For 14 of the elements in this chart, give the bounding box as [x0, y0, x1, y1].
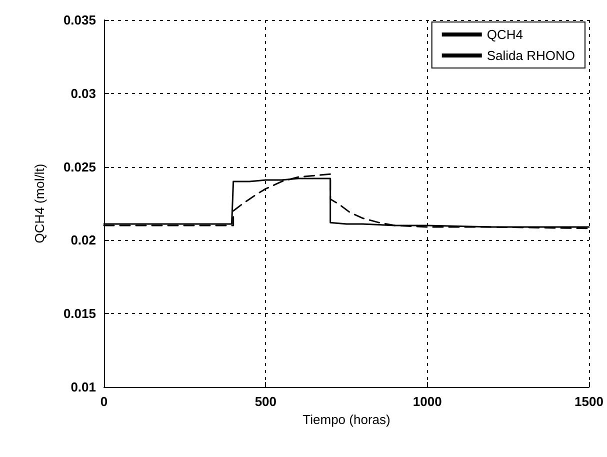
y-tick-label: 0.025 — [63, 159, 96, 174]
y-tick-label: 0.02 — [70, 232, 96, 248]
y-tick-label: 0.03 — [70, 86, 96, 101]
x-tick-label: 1500 — [574, 394, 604, 409]
legend-label: QCH4 — [486, 27, 523, 42]
y-tick-label: 0.015 — [63, 306, 96, 322]
y-axis-title: QCH4 (mol/lt) — [32, 164, 47, 244]
legend-label: Salida RHONO — [486, 48, 576, 63]
y-tick-label: 0.01 — [70, 380, 96, 394]
x-tick-label: 500 — [254, 394, 277, 409]
x-tick-label: 0 — [100, 394, 108, 409]
y-tick-label: 0.035 — [63, 12, 96, 28]
x-axis-title: Tiempo (horas) — [302, 412, 390, 427]
x-tick-label: 1000 — [412, 394, 442, 409]
